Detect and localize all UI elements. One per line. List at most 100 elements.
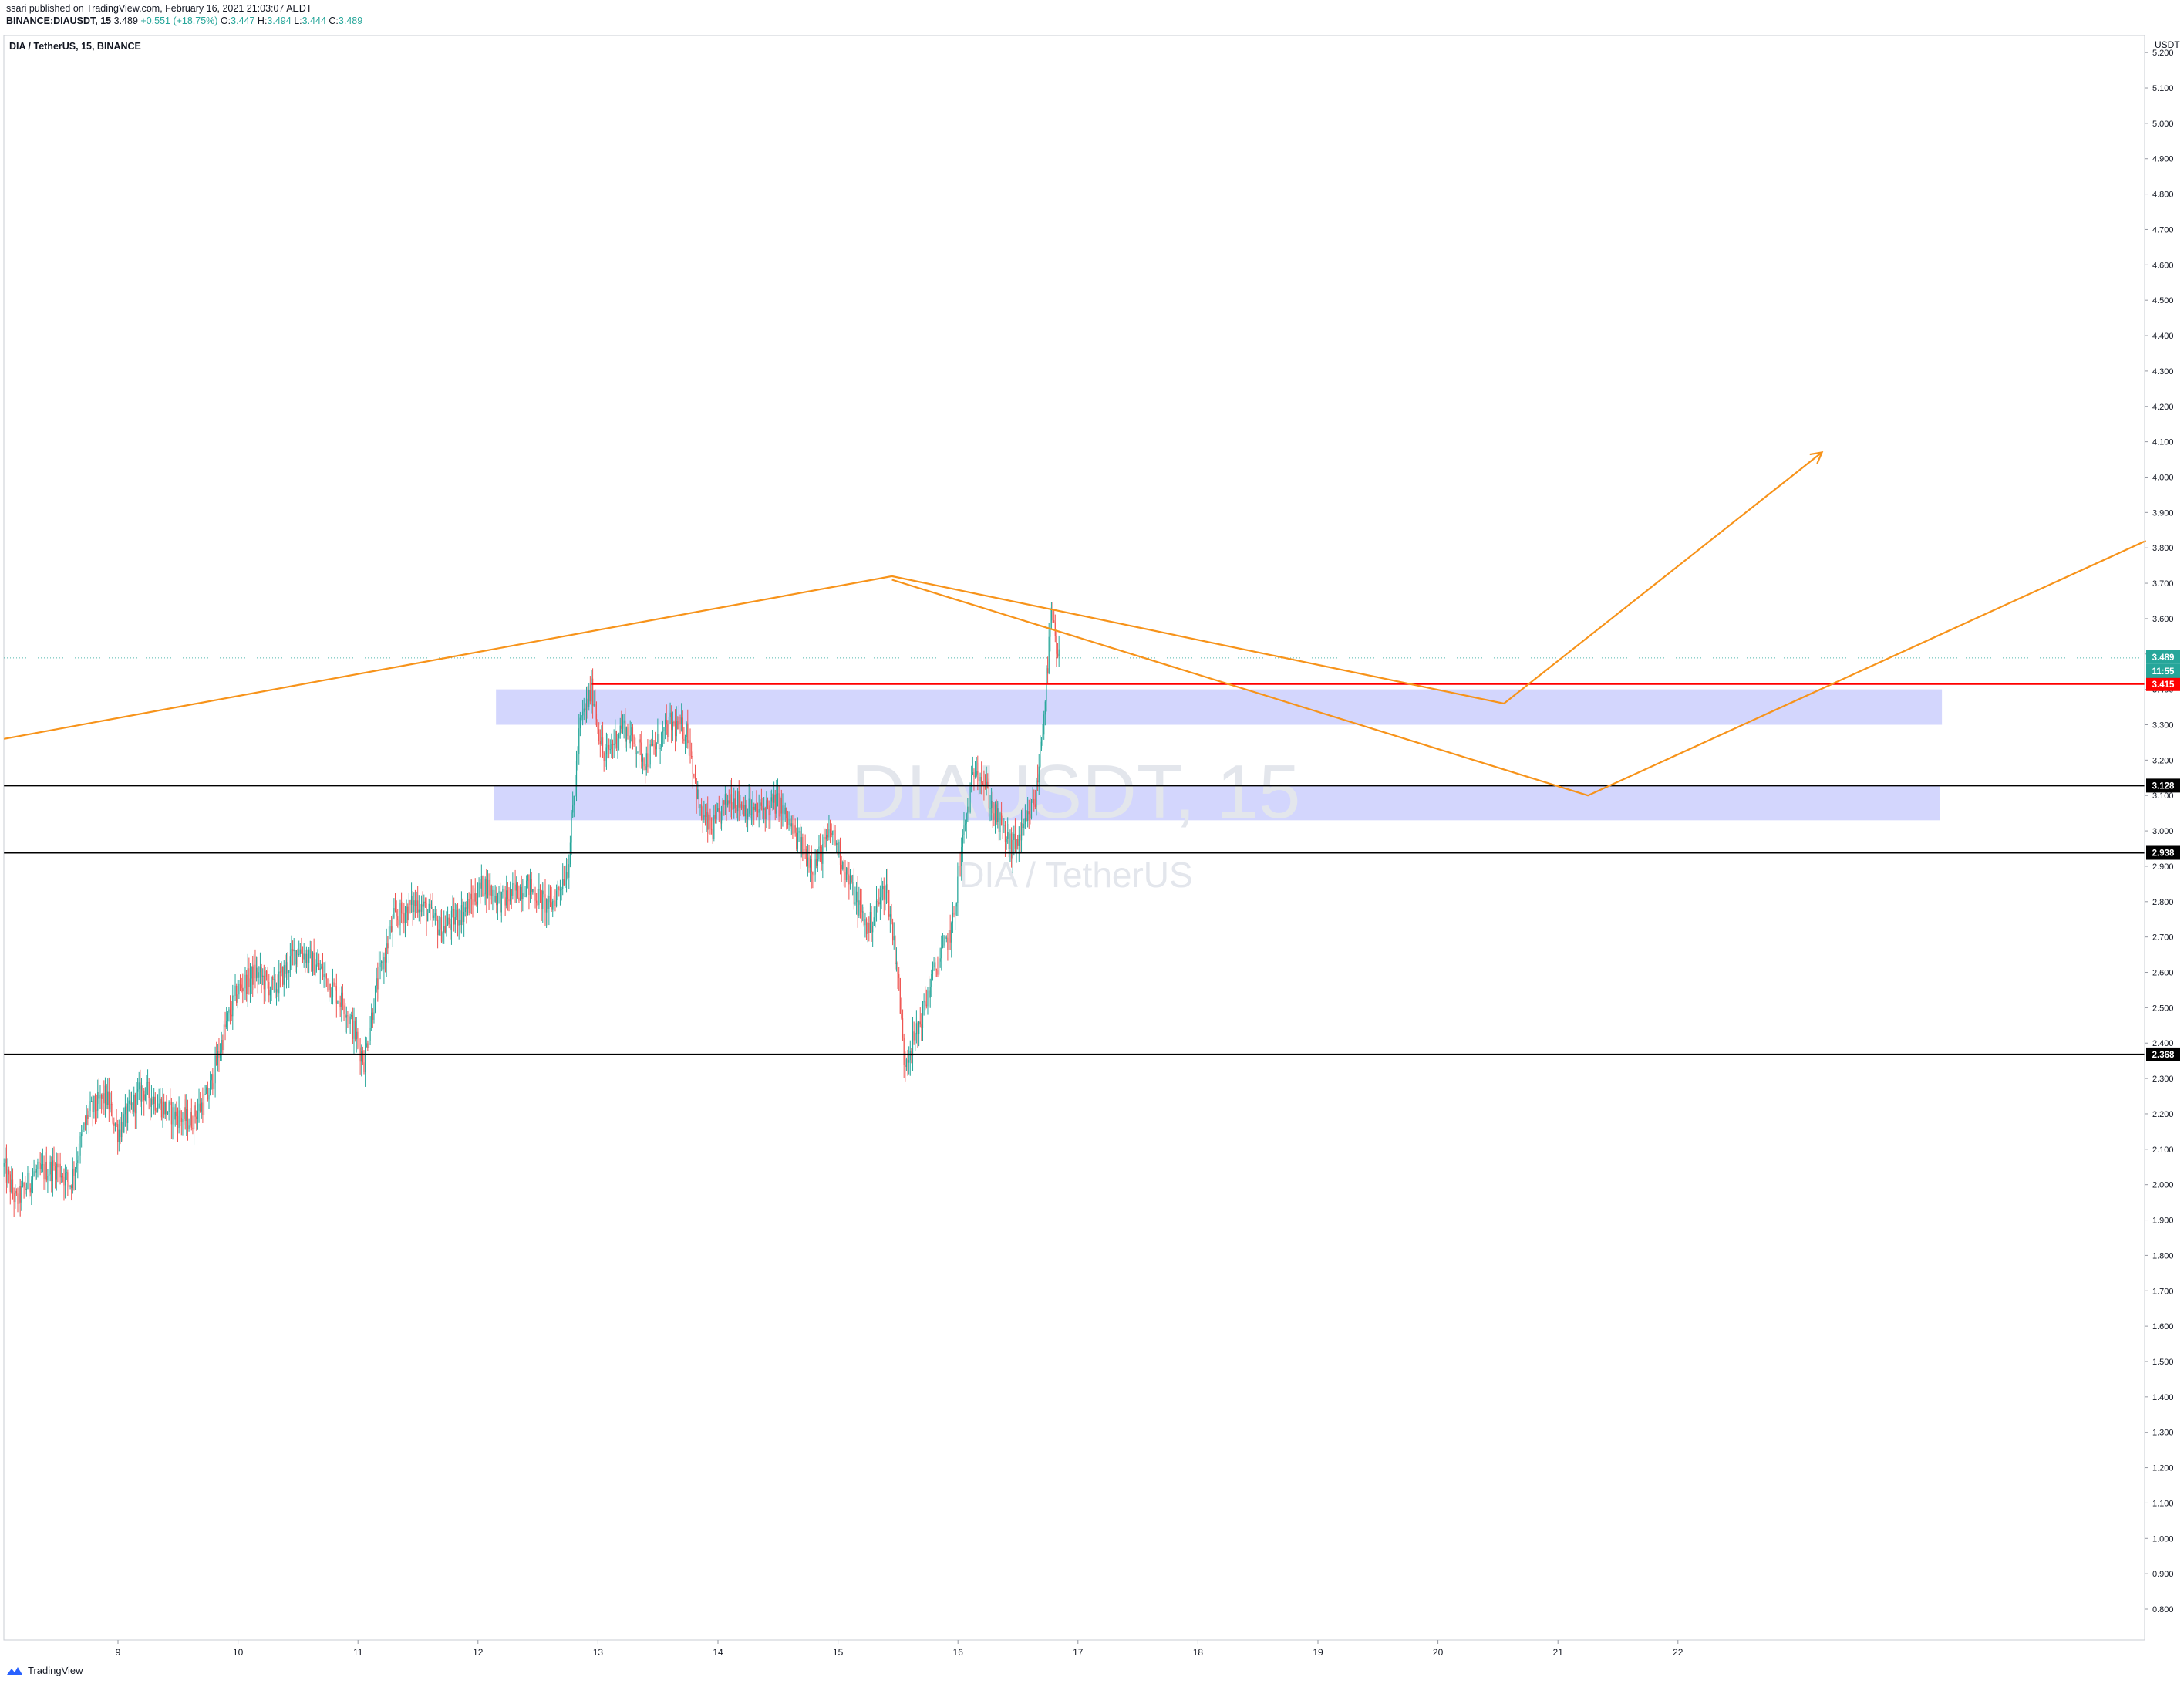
candle-body-347 [437, 919, 439, 936]
candle-body-251 [317, 963, 318, 965]
candle-body-29 [39, 1162, 41, 1169]
candle-body-405 [510, 889, 511, 902]
candle-body-226 [285, 962, 288, 974]
y-tick-label-7: 1.500 [2152, 1358, 2174, 1367]
candle-body-366 [460, 905, 463, 926]
time-axis[interactable]: 9 10 11 12 13 14 15 16 17 18 19 20 21 22 [4, 1639, 2145, 1658]
candle-body-431 [542, 890, 544, 909]
candle-body-283 [357, 1031, 359, 1039]
candle-body-309 [389, 926, 391, 936]
candle-body-83 [107, 1091, 109, 1105]
candle-body-757 [949, 930, 951, 943]
candle-body-170 [216, 1055, 217, 1065]
candle-body-636 [798, 831, 800, 833]
candle-body-844 [1058, 649, 1060, 657]
candle-body-58 [76, 1163, 77, 1169]
y-tick-label-34: 4.200 [2152, 403, 2174, 412]
candle-body-622 [780, 798, 782, 814]
low-value: 3.444 [302, 15, 326, 26]
candle-body-485 [609, 749, 611, 751]
price-axis[interactable]: 0.800 0.900 1.000 1.100 1.200 1.300 1.400 1.500… [2144, 35, 2174, 1640]
candle-body-314 [396, 910, 397, 917]
candle-body-568 [713, 815, 715, 839]
level-price-label-4: 3.415 [2152, 680, 2175, 690]
candle-body-536 [673, 721, 675, 723]
y-tick-label-20: 2.800 [2152, 898, 2174, 907]
candle-body-143 [182, 1118, 184, 1122]
candle-body-118 [150, 1098, 153, 1107]
y-tick-label-3: 1.100 [2152, 1499, 2174, 1508]
candle-body-259 [327, 978, 329, 990]
candle-body-644 [808, 857, 810, 868]
x-tick-label-10: 19 [1313, 1647, 1323, 1658]
candle-body-484 [608, 744, 610, 750]
candle-body-111 [142, 1085, 143, 1091]
candle-body-474 [595, 714, 598, 720]
candle-body-156 [198, 1103, 200, 1112]
x-tick-label-0: 9 [116, 1647, 121, 1658]
candle-body-138 [176, 1111, 177, 1117]
candle-body-604 [758, 809, 760, 813]
candle-body-413 [519, 886, 521, 901]
candle-body-342 [430, 907, 433, 909]
candle-body-140 [178, 1110, 180, 1128]
candle-body-828 [1038, 766, 1040, 783]
candle-body-822 [1030, 801, 1033, 818]
candle-body-5 [9, 1174, 11, 1193]
candle-body-794 [996, 804, 997, 822]
candle-body-727 [912, 1031, 914, 1056]
candle-body-177 [224, 1024, 226, 1027]
candle-body-120 [153, 1096, 155, 1104]
candle-body-165 [210, 1080, 211, 1096]
drawings-layer[interactable] [4, 451, 2147, 797]
candle-body-258 [325, 973, 327, 979]
candle-body-511 [642, 758, 644, 762]
candle-body-469 [589, 690, 591, 702]
candle-body-174 [221, 1040, 222, 1053]
watermark-layer: DIAUSDT, 15 DIA / TetherUS [851, 749, 1301, 895]
level-price-label-1: 3.128 [2152, 781, 2175, 791]
close-value: 3.489 [338, 15, 363, 26]
candle-body-550 [691, 756, 693, 758]
candle-body-510 [641, 742, 642, 762]
candle-body-182 [231, 1014, 232, 1017]
candle-body-552 [693, 773, 695, 777]
candle-body-518 [651, 744, 652, 746]
y-tick-label-32: 4.000 [2152, 473, 2174, 482]
candle-body-181 [229, 1009, 231, 1015]
candle-body-197 [249, 978, 251, 987]
x-tick-label-9: 18 [1193, 1647, 1204, 1658]
candle-body-668 [838, 841, 840, 855]
candle-body-466 [585, 698, 588, 710]
candle-body-130 [166, 1101, 167, 1115]
candle-body-67 [87, 1115, 89, 1119]
candle-body-522 [656, 742, 657, 750]
candle-body-739 [927, 990, 929, 1007]
candle-body-269 [339, 1002, 341, 1007]
candle-body-31 [42, 1164, 44, 1166]
x-tick-label-12: 21 [1553, 1647, 1564, 1658]
candle-body-623 [782, 805, 784, 814]
candle-body-792 [993, 813, 995, 821]
candle-body-199 [252, 966, 254, 985]
candle-body-600 [753, 806, 755, 810]
candle-body-296 [373, 1012, 375, 1020]
candle-body-779 [977, 771, 979, 775]
candle-body-677 [849, 876, 851, 885]
candle-body-298 [376, 978, 377, 986]
candle-body-304 [383, 957, 385, 970]
levels-layer[interactable] [4, 683, 2145, 1055]
candle-body-726 [911, 1051, 912, 1056]
footer-brand[interactable]: TradingView [6, 1665, 83, 1676]
candle-body-33 [45, 1161, 46, 1179]
y-tick-label-35: 4.300 [2152, 367, 2174, 376]
candle-body-752 [943, 936, 945, 946]
candle-body-382 [480, 876, 482, 889]
candle-body-153 [194, 1105, 196, 1117]
candle-body-235 [297, 950, 298, 955]
candle-body-468 [588, 690, 590, 707]
chart-title: DIA / TetherUS, 15, BINANCE [9, 41, 141, 52]
symbol-ohlc-line: BINANCE:DIAUSDT, 15 3.489 +0.551 (+18.75… [6, 15, 362, 26]
candle-body-275 [347, 1015, 349, 1017]
